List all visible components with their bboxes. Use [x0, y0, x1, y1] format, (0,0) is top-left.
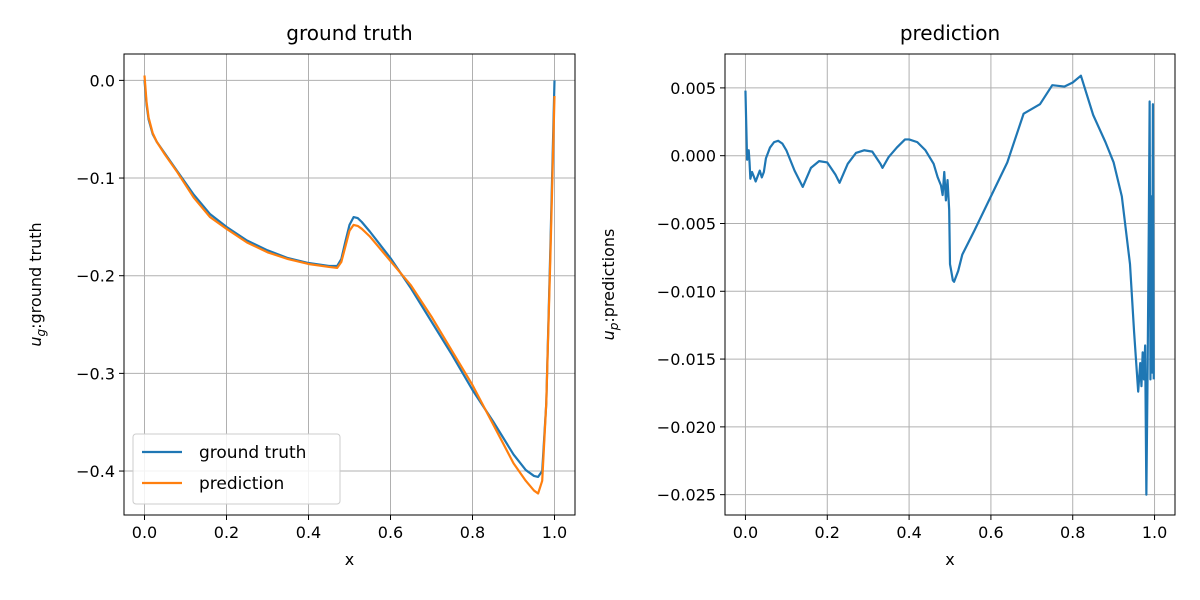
y-tick-label: 0.000 [670, 147, 716, 166]
grid [725, 54, 1175, 515]
prediction-series-line [143, 75, 556, 495]
y-tick-label: −0.010 [657, 282, 716, 301]
legend-label: prediction [199, 474, 284, 494]
chart-title: ground truth [286, 21, 412, 45]
x-tick-label: 0.2 [214, 523, 239, 542]
y-axis-label-text: :predictions [599, 229, 618, 323]
x-tick-label: 0.8 [1060, 523, 1085, 542]
legend: ground truth prediction [132, 433, 341, 505]
y-tick-label: 0.0 [90, 71, 115, 90]
x-tick-label: 0.6 [978, 523, 1003, 542]
axes-frame [123, 53, 576, 516]
y-tick-label: −0.1 [76, 169, 115, 188]
y-tick-label: 0.005 [670, 79, 716, 98]
x-tick-label: 0.0 [132, 523, 157, 542]
ground-truth-series-line [143, 80, 556, 479]
x-axis-label: x [945, 550, 954, 569]
y-axis-label-text: :ground truth [26, 222, 45, 329]
y-axis-label: ug:ground truth [26, 222, 48, 346]
axes-frame [724, 53, 1176, 516]
y-tick-label: −0.005 [657, 214, 716, 233]
x-tick-label: 1.0 [1142, 523, 1167, 542]
legend-label: ground truth [199, 443, 306, 463]
y-tick-label: −0.4 [76, 462, 115, 481]
y-axis-label-subscript: g [34, 328, 48, 336]
chart-title: prediction [900, 21, 1000, 45]
ground-truth-chart: 0.0 0.2 0.4 0.6 0.8 1.0 0.0 −0.1 −0.2 −0.3 −0.4 gro… [26, 21, 576, 569]
prediction-chart: 0.0 0.2 0.4 0.6 0.8 1.0 0.005 0.000 −0.005 −0.010… [599, 21, 1176, 569]
x-axis-label: x [345, 550, 354, 569]
y-tick-label: −0.3 [76, 364, 115, 383]
x-tick-label: 0.4 [296, 523, 321, 542]
y-tick-label: −0.025 [657, 486, 716, 505]
prediction-series-line [744, 74, 1155, 496]
x-tick-label: 0.8 [460, 523, 485, 542]
x-tick-label: 0.2 [815, 523, 840, 542]
y-tick-label: −0.015 [657, 350, 716, 369]
y-axis-label-subscript: p [607, 322, 621, 331]
y-tick-label: −0.2 [76, 267, 115, 286]
x-tick-label: 0.0 [733, 523, 758, 542]
y-axis-label-symbol: u [599, 330, 618, 340]
legend-box [132, 433, 341, 505]
x-tick-label: 0.4 [896, 523, 921, 542]
x-tick-label: 0.6 [378, 523, 403, 542]
x-tick-label: 1.0 [542, 523, 567, 542]
y-tick-label: −0.020 [657, 418, 716, 437]
y-axis-label: up:predictions [599, 229, 621, 341]
y-axis-label-symbol: u [26, 336, 45, 346]
